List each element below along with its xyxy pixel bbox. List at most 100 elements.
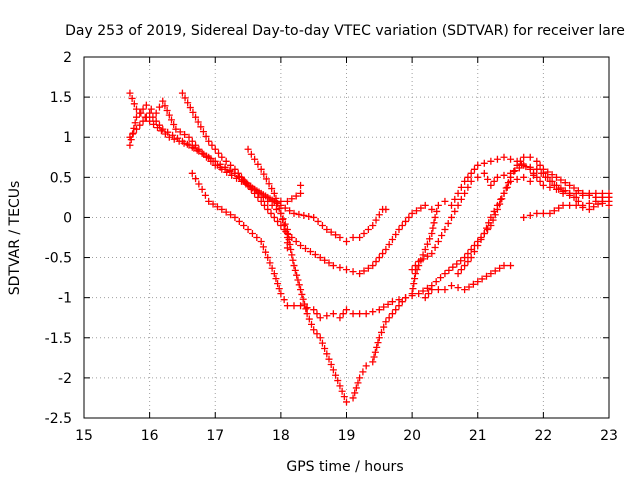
data-point xyxy=(139,117,147,125)
data-point xyxy=(247,185,255,193)
data-point xyxy=(129,129,137,137)
data-point xyxy=(490,207,498,215)
data-point xyxy=(410,280,418,288)
data-point xyxy=(274,217,282,225)
data-point xyxy=(408,209,416,217)
data-point xyxy=(428,286,436,294)
data-point xyxy=(362,362,370,370)
data-point xyxy=(349,310,357,318)
data-point xyxy=(415,258,423,266)
y-tick-label: -2 xyxy=(58,371,72,387)
data-point xyxy=(336,234,344,241)
data-point xyxy=(464,250,472,258)
data-point xyxy=(294,276,302,284)
data-point xyxy=(419,255,427,263)
data-point xyxy=(253,234,261,241)
data-point xyxy=(231,213,239,221)
data-point xyxy=(559,189,567,197)
data-point xyxy=(487,213,495,221)
data-point xyxy=(297,181,305,189)
data-point xyxy=(280,296,288,304)
data-point xyxy=(421,201,429,209)
data-point xyxy=(336,314,344,322)
data-point xyxy=(392,306,400,314)
data-point xyxy=(415,290,423,298)
data-point xyxy=(464,183,472,191)
data-point xyxy=(553,173,560,181)
data-point xyxy=(520,173,528,181)
series-track-10 xyxy=(454,153,613,278)
data-point xyxy=(441,270,449,278)
data-point xyxy=(533,165,541,173)
data-point xyxy=(526,211,534,219)
data-point xyxy=(503,183,511,191)
data-point xyxy=(520,153,528,161)
data-point xyxy=(142,113,150,121)
data-point xyxy=(507,155,515,163)
data-point xyxy=(507,262,515,270)
x-tick-label: 18 xyxy=(272,428,290,444)
data-point xyxy=(382,246,390,254)
data-point xyxy=(437,274,445,282)
data-point xyxy=(161,102,169,110)
data-point xyxy=(559,201,567,209)
data-point xyxy=(310,326,318,334)
data-point xyxy=(152,117,160,125)
data-point xyxy=(244,181,252,189)
data-point xyxy=(302,305,310,313)
data-point xyxy=(343,266,350,274)
data-point xyxy=(235,217,243,225)
data-point xyxy=(130,100,138,108)
data-point xyxy=(189,108,197,116)
data-point xyxy=(451,207,459,215)
data-point xyxy=(474,242,482,250)
data-point xyxy=(169,131,177,139)
data-point xyxy=(362,310,370,318)
data-point xyxy=(487,181,495,189)
data-point xyxy=(257,197,265,205)
data-point xyxy=(211,145,219,153)
data-point xyxy=(226,167,234,175)
data-point xyxy=(295,281,303,289)
chart-title: Day 253 of 2019, Sidereal Day-to-day VTE… xyxy=(65,23,625,39)
data-point xyxy=(290,209,298,217)
data-point xyxy=(303,310,311,318)
data-point xyxy=(533,157,541,165)
data-point xyxy=(264,193,272,201)
data-point xyxy=(208,141,216,149)
series-track-1 xyxy=(126,89,291,252)
data-point xyxy=(493,201,501,209)
data-point xyxy=(356,234,364,241)
data-point xyxy=(289,256,297,264)
data-point xyxy=(590,203,598,211)
y-tick-label: 0 xyxy=(63,210,72,226)
data-point xyxy=(185,133,193,141)
data-point xyxy=(198,149,206,157)
data-point xyxy=(170,135,178,143)
data-point xyxy=(288,251,296,259)
y-tick-label: 0.5 xyxy=(50,170,72,186)
data-point xyxy=(274,280,282,288)
data-point xyxy=(382,205,390,213)
data-point xyxy=(470,165,478,173)
data-point xyxy=(539,181,547,189)
data-point xyxy=(433,207,441,215)
data-point xyxy=(130,124,138,132)
y-axis-label: SDTVAR / TECUs xyxy=(7,181,23,296)
data-point xyxy=(127,136,135,144)
series-track-7 xyxy=(408,161,613,274)
data-point xyxy=(572,193,580,201)
data-point xyxy=(484,175,492,183)
data-point xyxy=(301,300,308,308)
data-point xyxy=(483,224,490,232)
data-point xyxy=(487,157,495,165)
data-point xyxy=(192,175,200,183)
data-point xyxy=(248,229,256,237)
data-point xyxy=(163,106,171,114)
data-point xyxy=(234,169,242,177)
data-point xyxy=(373,343,381,351)
data-point xyxy=(372,258,380,266)
data-point xyxy=(354,379,362,387)
data-point xyxy=(408,290,416,298)
data-point xyxy=(340,393,348,401)
